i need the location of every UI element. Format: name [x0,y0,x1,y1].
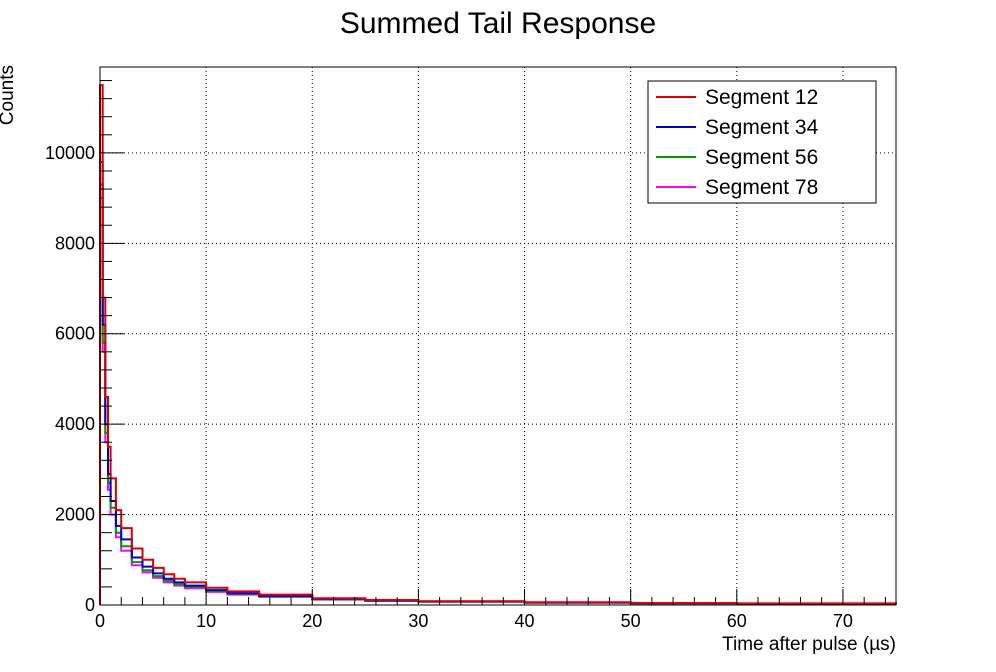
series-line-2 [99,160,897,605]
x-tick-label: 70 [833,611,853,631]
legend-label: Segment 34 [705,116,819,139]
legend-box [647,80,877,204]
series-line-1 [99,84,897,605]
grid [100,67,896,605]
legend-label: Segment 12 [705,86,818,109]
series-line-3 [99,183,897,605]
y-tick-label: 10000 [45,143,95,163]
x-tick-label: 20 [302,611,322,631]
y-axis-title: Counts [0,65,18,125]
y-tick-label: 6000 [55,324,95,344]
series-line-4 [99,197,897,605]
legend-label: Segment 56 [705,146,818,169]
chart-title: Summed Tail Response [340,7,656,40]
x-tick-label: 0 [95,611,105,631]
y-tick-label: 4000 [55,414,95,434]
y-tick-label: 0 [85,595,95,615]
y-tick-label: 2000 [55,505,95,525]
series-layer [99,84,897,605]
x-tick-label: 60 [727,611,747,631]
y-tick-label: 8000 [55,233,95,253]
x-tick-label: 30 [408,611,428,631]
x-axis-title: Time after pulse (µs) [722,634,896,655]
axes: 0 10 20 30 40 50 60 70 0 2000 4000 6000 8000 10000 [45,80,886,631]
x-tick-label: 10 [196,611,216,631]
x-tick-label: 50 [621,611,641,631]
x-tick-label: 40 [515,611,535,631]
plot-frame [99,66,897,606]
legend-label: Segment 78 [705,176,818,199]
legend: Segment 12 Segment 34 Segment 56 Segment 78 [647,80,877,204]
